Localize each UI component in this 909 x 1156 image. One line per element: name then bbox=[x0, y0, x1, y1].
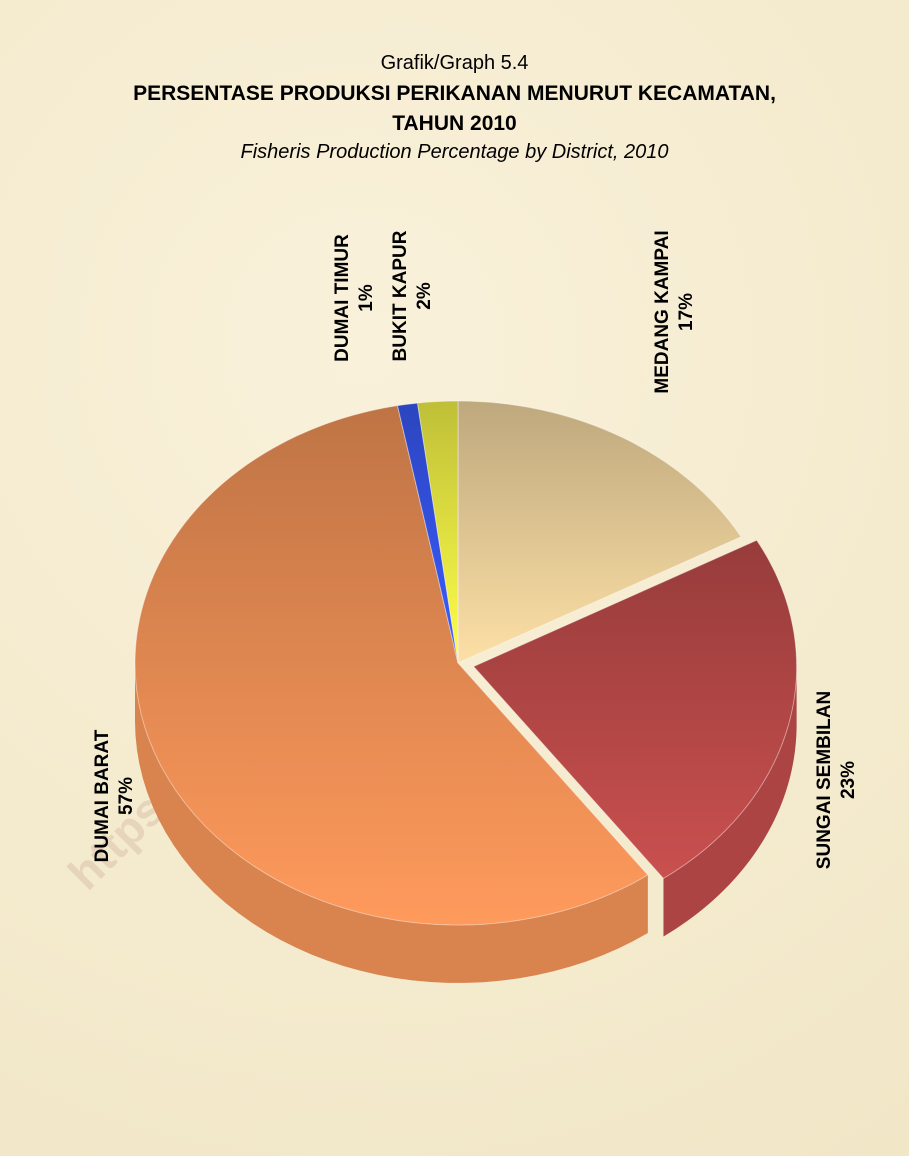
chart-pretitle: Grafik/Graph 5.4 bbox=[380, 52, 529, 74]
label-value: 23% bbox=[838, 761, 859, 799]
chart-subtitle: Fisheris Production Percentage by Distri… bbox=[240, 141, 669, 163]
data-label: MEDANG KAMPAI 17% bbox=[652, 230, 697, 393]
slice bbox=[472, 539, 798, 880]
slice-side bbox=[135, 663, 648, 983]
slice-side bbox=[663, 666, 797, 937]
label-category: BUKIT KAPUR bbox=[390, 230, 411, 361]
data-label: DUMAI BARAT 57% bbox=[92, 729, 137, 862]
label-category: SUNGAI SEMBILAN bbox=[814, 691, 835, 869]
slice bbox=[457, 400, 742, 664]
data-label: DUMAI TIMUR 1% bbox=[332, 234, 377, 362]
slice bbox=[134, 405, 649, 926]
data-label: BUKIT KAPUR 2% bbox=[390, 230, 435, 361]
titles: Grafik/Graph 5.4 PERSENTASE PRODUKSI PER… bbox=[0, 52, 909, 164]
slice bbox=[416, 400, 459, 664]
data-label: SUNGAI SEMBILAN 23% bbox=[814, 691, 859, 869]
chart-title: PERSENTASE PRODUKSI PERIKANAN MENURUT KE… bbox=[133, 82, 776, 135]
label-value: 1% bbox=[356, 284, 377, 312]
label-value: 17% bbox=[676, 293, 697, 331]
label-value: 57% bbox=[116, 777, 137, 815]
slice bbox=[396, 402, 459, 664]
label-category: MEDANG KAMPAI bbox=[652, 230, 673, 393]
label-category: DUMAI BARAT bbox=[92, 729, 113, 862]
label-category: DUMAI TIMUR bbox=[332, 234, 353, 362]
label-value: 2% bbox=[414, 282, 435, 310]
